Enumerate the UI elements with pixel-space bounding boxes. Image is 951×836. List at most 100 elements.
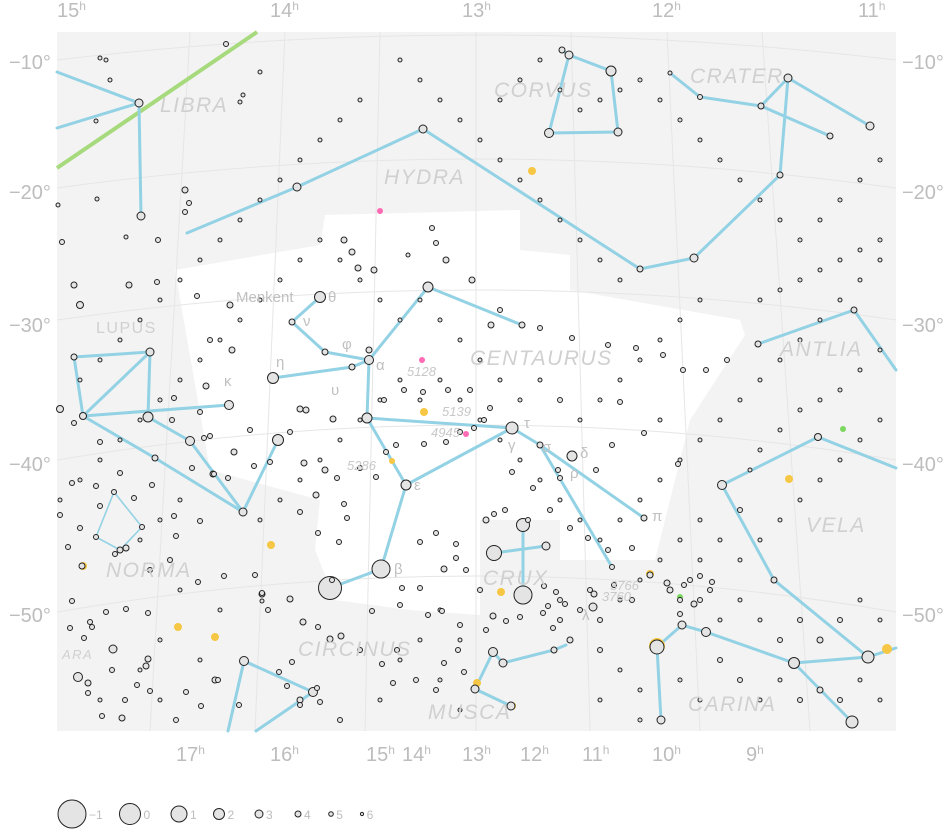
star-marker	[357, 277, 363, 283]
star-marker	[629, 545, 635, 551]
legend-magnitude-label: 3	[266, 808, 273, 822]
star-marker	[613, 127, 623, 137]
star-marker	[405, 252, 411, 258]
star-marker	[71, 420, 77, 426]
star-marker	[757, 697, 763, 703]
star-marker	[277, 277, 283, 283]
star-marker	[329, 415, 337, 423]
star-marker	[97, 697, 103, 703]
star-marker	[317, 699, 323, 705]
star-marker	[577, 607, 583, 613]
star-marker	[145, 347, 155, 357]
star-marker	[461, 669, 467, 675]
star-marker	[566, 636, 574, 644]
star-marker	[348, 363, 356, 371]
star-greek-label: δ	[580, 445, 588, 462]
stars	[55, 41, 883, 729]
star-marker	[437, 377, 443, 383]
star-marker	[850, 306, 858, 314]
star-marker	[70, 281, 78, 289]
star-marker	[677, 677, 683, 683]
star-marker	[587, 587, 593, 593]
cluster-marker	[882, 644, 892, 654]
star-marker	[437, 97, 443, 103]
star-marker	[137, 317, 143, 323]
star-marker	[417, 397, 423, 403]
star-marker	[337, 257, 343, 263]
star-marker	[457, 337, 463, 343]
legend-star-symbol	[170, 805, 188, 823]
star-marker	[299, 618, 307, 626]
star-marker	[837, 697, 843, 703]
star-marker	[399, 585, 405, 591]
constellation-label: ANTLIA	[778, 338, 863, 361]
star-marker	[646, 571, 654, 579]
star-marker	[629, 597, 635, 603]
constellation-label: CRUX	[483, 567, 549, 590]
star-marker	[877, 157, 883, 163]
star-marker	[77, 477, 83, 483]
star-marker	[93, 534, 99, 540]
star-marker	[99, 713, 105, 719]
star-marker	[637, 717, 643, 723]
star-marker	[487, 321, 495, 329]
star-marker	[357, 647, 363, 653]
star-marker	[217, 337, 223, 343]
star-marker	[797, 497, 803, 503]
star-marker	[177, 277, 183, 283]
dec-label-right: −40°	[902, 454, 944, 476]
star-marker	[85, 690, 91, 696]
star-marker	[336, 539, 342, 545]
star-marker	[97, 55, 103, 61]
star-greek-label: γ	[508, 437, 516, 454]
star-marker	[597, 257, 603, 263]
star-greek-label: υ	[331, 382, 339, 399]
star-marker	[717, 157, 723, 163]
star-marker	[657, 97, 663, 103]
star-marker	[337, 117, 343, 123]
star-marker	[300, 459, 308, 467]
star-marker	[302, 406, 310, 414]
star-marker	[361, 412, 373, 424]
star-marker	[557, 497, 563, 503]
star-marker	[421, 441, 427, 447]
galaxy-label: 4945	[431, 425, 461, 440]
star-marker	[317, 237, 323, 243]
star-marker	[605, 342, 611, 348]
star-marker	[593, 467, 599, 473]
star-marker	[237, 217, 243, 223]
star-marker	[663, 579, 671, 587]
star-marker	[394, 647, 400, 653]
legend-magnitude-label: 0	[144, 808, 151, 822]
star-marker	[797, 277, 803, 283]
star-marker	[377, 297, 383, 303]
star-marker	[557, 617, 563, 623]
star-marker	[181, 186, 189, 194]
ra-label: 15h	[366, 743, 395, 766]
star-marker	[837, 197, 843, 203]
star-marker	[797, 617, 803, 623]
cluster-label: 5139	[442, 404, 471, 419]
star-marker	[429, 225, 435, 231]
star-marker	[857, 277, 863, 283]
star-marker	[433, 530, 439, 536]
star-marker	[677, 117, 683, 123]
star-marker	[314, 291, 326, 303]
star-marker	[171, 395, 177, 401]
star-marker	[259, 598, 265, 604]
star-marker	[189, 465, 195, 471]
star-marker	[225, 475, 231, 481]
star-marker	[737, 597, 743, 603]
star-marker	[463, 567, 469, 573]
star-marker	[443, 439, 449, 445]
star-marker	[442, 256, 450, 264]
star-marker	[605, 547, 611, 553]
star-marker	[272, 434, 284, 446]
dec-label-left: −50°	[9, 605, 51, 627]
star-marker	[445, 387, 451, 393]
star-greek-label: λ	[582, 607, 590, 624]
star-marker	[65, 544, 71, 550]
star-marker	[315, 530, 321, 536]
star-marker	[457, 622, 463, 628]
star-marker	[667, 70, 673, 76]
